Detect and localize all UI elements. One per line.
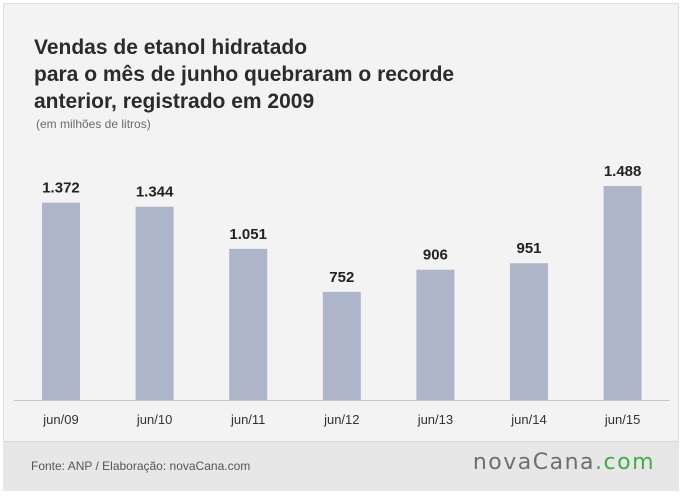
x-tick-label-jun/15: jun/15: [604, 412, 640, 427]
data-label-jun/15: 1.488: [604, 163, 642, 180]
data-label-jun/12: 752: [329, 269, 354, 286]
data-label-jun/09: 1.372: [42, 180, 80, 197]
chart-card: [3, 3, 679, 491]
chart-title-line-2: para o mês de junho quebraram o recorde: [34, 63, 455, 86]
x-tick-label-jun/09: jun/09: [42, 412, 78, 427]
bar-jun/09: [42, 202, 80, 400]
bar-jun/15: [603, 186, 642, 400]
source-note: Fonte: ANP / Elaboração: novaCana.com: [31, 459, 251, 473]
x-tick-label-jun/12: jun/12: [323, 412, 359, 427]
bar-jun/14: [510, 263, 548, 400]
novacana-logo[interactable]: novaCana.com: [473, 450, 655, 475]
bar-jun/11: [229, 248, 268, 400]
logo-main-text: novaCana: [472, 450, 596, 475]
x-tick-label-jun/14: jun/14: [510, 412, 546, 427]
x-tick-label-jun/13: jun/13: [417, 412, 453, 427]
logo-accent-text: .com: [595, 450, 655, 475]
bar-jun/13: [416, 269, 455, 400]
chart-title-line-3: anterior, registrado em 2009: [34, 90, 315, 113]
chart-subtitle: (em milhões de litros): [36, 117, 151, 131]
bar-jun/12: [322, 291, 361, 400]
footer-bar: Fonte: ANP / Elaboração: novaCana.com no…: [3, 441, 679, 491]
data-label-jun/13: 906: [423, 247, 448, 264]
data-label-jun/14: 951: [516, 240, 541, 257]
chart-title-line-1: Vendas de etanol hidratado: [34, 36, 308, 59]
bar-chart: 1.372 jun/09 1.344 jun/10 1.051 jun/11 752 jun/…: [14, 163, 670, 427]
bar-jun/10: [135, 206, 174, 400]
data-label-jun/10: 1.344: [136, 184, 174, 201]
x-tick-label-jun/11: jun/11: [230, 412, 265, 427]
x-tick-label-jun/10: jun/10: [136, 412, 172, 427]
data-label-jun/11: 1.051: [229, 226, 267, 243]
